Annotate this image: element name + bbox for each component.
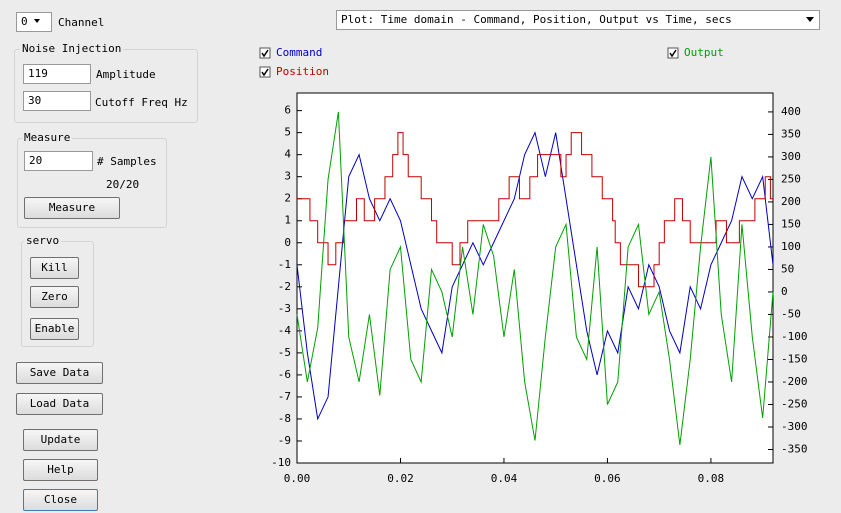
y2-tick-label: 50 [781, 262, 794, 275]
y2-tick-label: 400 [781, 105, 801, 118]
legend-label: Command [276, 46, 322, 59]
y-tick-label: -9 [278, 434, 291, 447]
plot-area [296, 92, 774, 464]
group [17, 138, 167, 228]
group-label: Noise Injection [20, 42, 124, 55]
enable-button[interactable]: Enable [30, 318, 79, 340]
checkmark [669, 49, 677, 58]
group-label: Measure [22, 131, 73, 144]
label: # Samples [97, 155, 157, 168]
series-line [296, 111, 774, 446]
group-label: servo [24, 234, 62, 247]
group [14, 49, 198, 123]
update-button[interactable]: Update [23, 429, 98, 451]
legend-label: Output [684, 46, 724, 59]
y-tick-label: -8 [278, 412, 291, 425]
y2-tick-label: 100 [781, 240, 801, 253]
y-tick-label: -7 [278, 390, 291, 403]
kill-button[interactable]: Kill [30, 257, 79, 279]
status: 20/20 [106, 178, 140, 191]
close-button[interactable]: Close [23, 489, 98, 511]
y-tick-label: -4 [278, 324, 292, 337]
measure-button[interactable]: Measure [24, 197, 120, 219]
series-line [296, 131, 774, 421]
y-tick-label: -2 [278, 280, 291, 293]
samples-input[interactable]: 20 [24, 151, 93, 171]
x-tick-label: 0.06 [594, 472, 621, 485]
y2-tick-label: 350 [781, 127, 801, 140]
y2-tick-label: -200 [781, 375, 808, 388]
checkmark [261, 68, 269, 77]
label: Amplitude [96, 68, 156, 81]
y2-tick-label: 250 [781, 172, 801, 185]
y-tick-label: -5 [278, 346, 291, 359]
y-tick-label: -10 [271, 456, 291, 469]
legend-checkbox[interactable] [259, 47, 271, 59]
legend-checkbox[interactable] [667, 47, 679, 59]
x-tick-label: 0.04 [491, 472, 518, 485]
y-tick-label: -1 [278, 258, 291, 271]
y2-tick-label: -150 [781, 352, 808, 365]
label: Cutoff Freq Hz [95, 96, 188, 109]
legend-checkbox[interactable] [259, 66, 271, 78]
y-tick-label: 5 [284, 126, 291, 139]
y-tick-label: 0 [284, 236, 291, 249]
x-tick-label: 0.02 [387, 472, 414, 485]
save-button[interactable]: Save Data [16, 362, 103, 384]
zero-button[interactable]: Zero [30, 286, 79, 308]
legend-label: Position [276, 65, 329, 78]
y2-tick-label: 150 [781, 217, 801, 230]
y-tick-label: 1 [284, 214, 291, 227]
cutoff-input[interactable]: 30 [23, 91, 91, 111]
y-tick-label: 6 [284, 104, 291, 117]
amplitude-input[interactable]: 119 [23, 64, 91, 84]
y2-tick-label: 300 [781, 150, 801, 163]
y2-tick-label: -50 [781, 307, 801, 320]
series-line [297, 132, 773, 288]
y-tick-label: 2 [284, 192, 291, 205]
y-tick-label: 4 [284, 148, 291, 161]
y2-tick-label: -350 [781, 442, 808, 455]
y2-tick-label: -300 [781, 420, 808, 433]
x-tick-label: 0.00 [284, 472, 311, 485]
plot-select[interactable]: Plot: Time domain - Command, Position, O… [336, 10, 820, 30]
label: Channel [58, 16, 105, 29]
channel-select[interactable]: 0 [16, 12, 52, 32]
load-button[interactable]: Load Data [16, 393, 103, 415]
y-tick-label: -6 [278, 368, 291, 381]
y2-tick-label: 0 [781, 285, 788, 298]
y-tick-label: 3 [284, 170, 291, 183]
y-tick-label: -3 [278, 302, 291, 315]
checkmark [261, 49, 269, 58]
help-button[interactable]: Help [23, 459, 98, 481]
y2-tick-label: 200 [781, 195, 801, 208]
x-tick-label: 0.08 [698, 472, 725, 485]
y2-tick-label: -250 [781, 397, 808, 410]
y2-tick-label: -100 [781, 330, 808, 343]
